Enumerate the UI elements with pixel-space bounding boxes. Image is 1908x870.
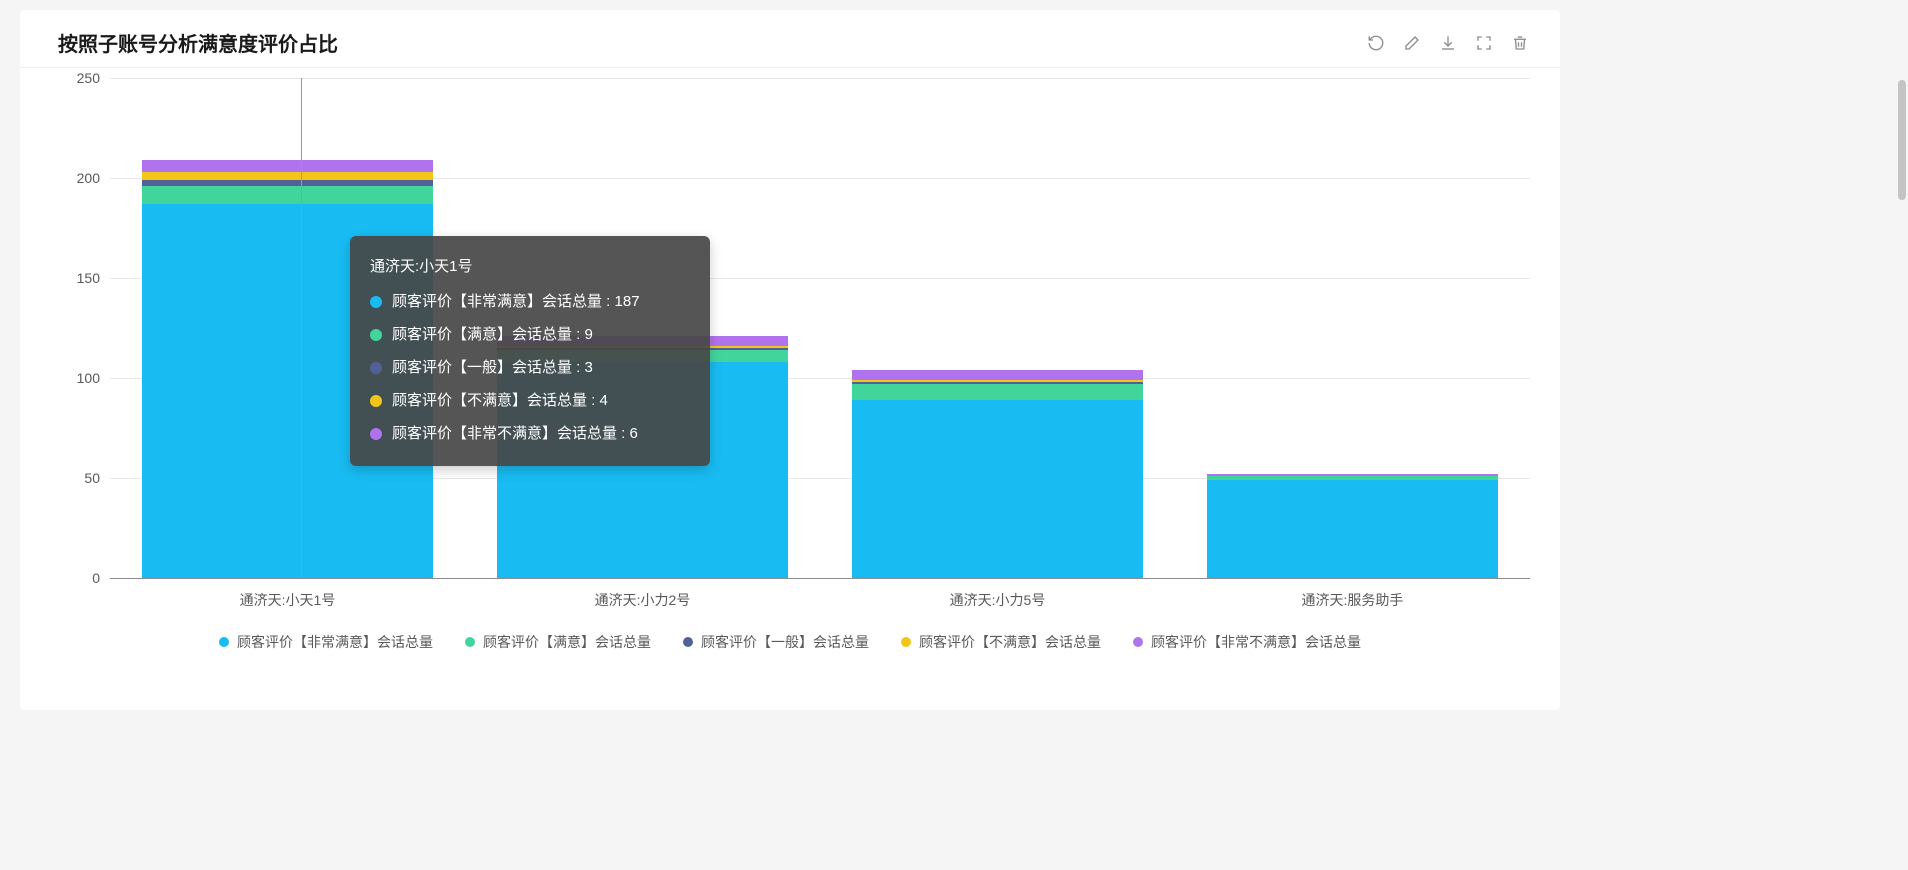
x-axis-line [110,578,1530,579]
card-title: 按照子账号分析满意度评价占比 [58,28,338,57]
legend: 顾客评价【非常满意】会话总量 顾客评价【满意】会话总量 顾客评价【一般】会话总量 顾客… [50,618,1530,652]
tooltip-text: 顾客评价【非常满意】会话总量 : 187 [392,285,640,318]
y-tick: 150 [77,270,100,286]
tooltip-row: 顾客评价【不满意】会话总量 : 4 [370,384,690,417]
x-label: 通济天:小天1号 [110,590,465,610]
tooltip-row: 顾客评价【一般】会话总量 : 3 [370,351,690,384]
bar-segment-satisfied[interactable] [142,186,433,204]
tooltip-text: 顾客评价【一般】会话总量 : 3 [392,351,593,384]
tooltip-dot [370,395,382,407]
refresh-icon[interactable] [1366,33,1386,53]
bar-group[interactable] [1175,78,1530,578]
bar-segment-very_satisfied[interactable] [852,400,1143,578]
legend-swatch [465,637,475,647]
legend-label: 顾客评价【不满意】会话总量 [919,632,1101,652]
tooltip-row: 顾客评价【非常不满意】会话总量 : 6 [370,417,690,450]
legend-swatch [1133,637,1143,647]
edit-icon[interactable] [1402,33,1422,53]
bar-segment-very_dissatisfied[interactable] [852,370,1143,380]
legend-item-very_dissatisfied[interactable]: 顾客评价【非常不满意】会话总量 [1133,632,1361,652]
legend-label: 顾客评价【非常满意】会话总量 [237,632,433,652]
tooltip-dot [370,362,382,374]
tooltip-row: 顾客评价【非常满意】会话总量 : 187 [370,285,690,318]
legend-label: 顾客评价【非常不满意】会话总量 [1151,632,1361,652]
card-actions [1366,33,1530,53]
x-label: 通济天:小力2号 [465,590,820,610]
legend-item-satisfied[interactable]: 顾客评价【满意】会话总量 [465,632,651,652]
bar-segment-very_dissatisfied[interactable] [142,160,433,172]
legend-item-dissatisfied[interactable]: 顾客评价【不满意】会话总量 [901,632,1101,652]
tooltip-dot [370,329,382,341]
legend-item-neutral[interactable]: 顾客评价【一般】会话总量 [683,632,869,652]
delete-icon[interactable] [1510,33,1530,53]
bar-group[interactable] [820,78,1175,578]
tooltip: 通济天:小天1号 顾客评价【非常满意】会话总量 : 187顾客评价【满意】会话总… [350,236,710,466]
legend-item-very_satisfied[interactable]: 顾客评价【非常满意】会话总量 [219,632,433,652]
legend-label: 顾客评价【满意】会话总量 [483,632,651,652]
tooltip-text: 顾客评价【不满意】会话总量 : 4 [392,384,608,417]
tooltip-dot [370,428,382,440]
legend-label: 顾客评价【一般】会话总量 [701,632,869,652]
tooltip-dot [370,296,382,308]
tooltip-title: 通济天:小天1号 [370,250,690,283]
bar-segment-dissatisfied[interactable] [142,172,433,180]
plot-region[interactable]: 050100150200250通济天:小天1号通济天:小力2号通济天:小力5号通… [50,78,1530,618]
card-header: 按照子账号分析满意度评价占比 [20,10,1560,68]
fullscreen-icon[interactable] [1474,33,1494,53]
page-scrollbar[interactable] [1898,80,1906,200]
y-tick: 0 [92,570,100,586]
tooltip-text: 顾客评价【满意】会话总量 : 9 [392,318,593,351]
y-tick: 100 [77,370,100,386]
chart-area: 050100150200250通济天:小天1号通济天:小力2号通济天:小力5号通… [20,68,1560,698]
y-tick: 250 [77,70,100,86]
tooltip-text: 顾客评价【非常不满意】会话总量 : 6 [392,417,638,450]
download-icon[interactable] [1438,33,1458,53]
crosshair [301,78,302,578]
chart-card: 按照子账号分析满意度评价占比 050100150200250通济天:小天1号通济… [20,10,1560,710]
tooltip-row: 顾客评价【满意】会话总量 : 9 [370,318,690,351]
y-tick: 200 [77,170,100,186]
legend-swatch [683,637,693,647]
bar-segment-satisfied[interactable] [852,384,1143,400]
legend-swatch [901,637,911,647]
legend-swatch [219,637,229,647]
bar-segment-very_satisfied[interactable] [1207,480,1498,578]
x-label: 通济天:小力5号 [820,590,1175,610]
y-tick: 50 [84,470,100,486]
x-label: 通济天:服务助手 [1175,590,1530,610]
